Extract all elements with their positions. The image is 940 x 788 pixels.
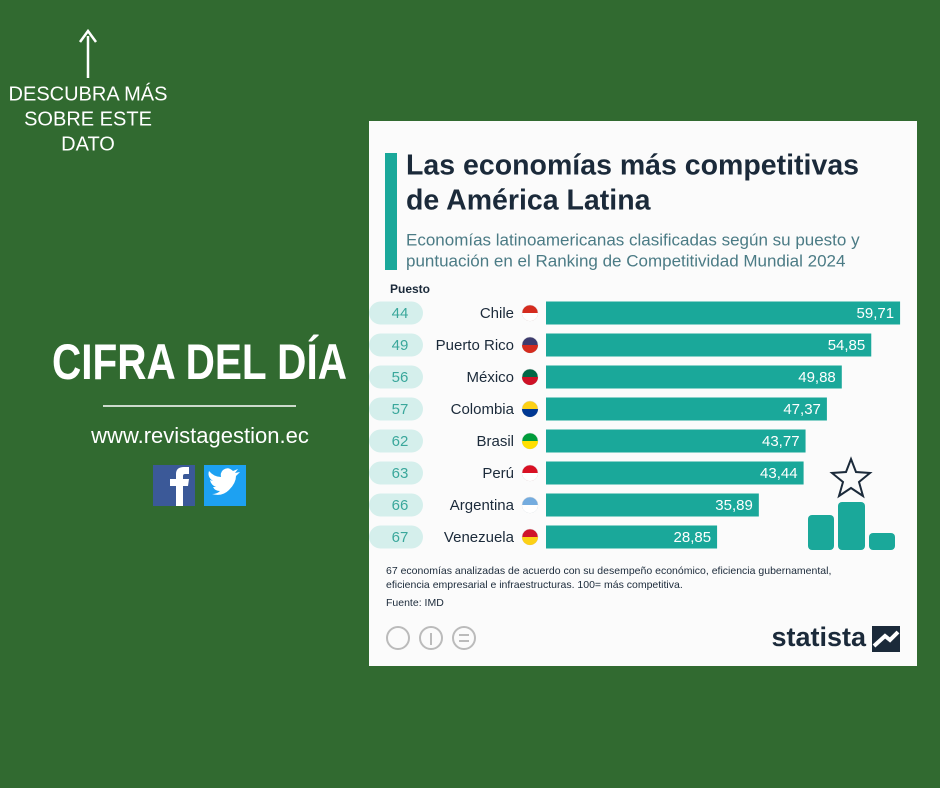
podium-icon (808, 456, 895, 550)
card (369, 121, 917, 666)
rank-pill (369, 461, 423, 485)
value-label: 54,85 (828, 337, 866, 354)
brand: statista (771, 622, 867, 652)
bar (546, 493, 759, 517)
rank: 44 (392, 305, 409, 322)
note: 67 economías analizadas de acuerdo con s… (386, 565, 831, 577)
podium (869, 533, 895, 550)
flag (522, 473, 538, 481)
facebook-glyph (170, 467, 189, 506)
rank-pill (369, 333, 423, 357)
category-label: Colombia (451, 401, 515, 418)
subtitle: Economías latinoamericanas clasificadas … (406, 230, 860, 249)
value-label: 59,71 (857, 305, 895, 322)
bar (546, 333, 872, 357)
category-label: Argentina (450, 497, 515, 514)
promo-text: DESCUBRA MÁS (9, 82, 168, 105)
headline: CIFRA DEL DÍA (52, 334, 347, 390)
category-label: México (466, 369, 514, 386)
rank-pill (369, 301, 423, 325)
flag (522, 377, 538, 385)
promo-text: DATO (61, 133, 115, 155)
value-label: 43,44 (760, 465, 798, 482)
rank: 62 (392, 433, 409, 450)
value-label: 49,88 (798, 369, 836, 386)
flag (522, 537, 538, 545)
twitter-glyph (208, 468, 240, 495)
category-label: Puerto Rico (436, 337, 514, 354)
podium (838, 502, 865, 550)
category-label: Chile (480, 305, 514, 322)
note: eficiencia empresarial e infraestructura… (386, 579, 683, 591)
rank: 66 (392, 497, 409, 514)
arrow-head (78, 28, 98, 43)
bar (546, 301, 901, 325)
rank: 63 (392, 465, 409, 482)
title-accent (385, 153, 397, 270)
value-label: 43,77 (762, 433, 800, 450)
value-label: 35,89 (715, 497, 753, 514)
rank-label: Puesto (390, 282, 430, 296)
url: www.revistagestion.ec (90, 423, 309, 448)
rank: 56 (392, 369, 409, 386)
subtitle: puntuación en el Ranking de Competitivid… (406, 251, 845, 270)
value-label: 47,37 (783, 401, 821, 418)
rank: 67 (392, 529, 409, 546)
category-label: Brasil (476, 433, 514, 450)
bar (546, 525, 718, 549)
by-icon (419, 626, 443, 650)
license-icons (386, 626, 476, 650)
brand-logo-glyph (872, 630, 900, 648)
bar (546, 429, 806, 453)
rank-pill (369, 525, 423, 549)
source: Fuente: IMD (386, 597, 444, 609)
bar (546, 461, 804, 485)
chart-title: de América Latina (406, 185, 652, 217)
flag (522, 313, 538, 321)
rank-pill (369, 397, 423, 421)
flag (522, 345, 538, 353)
flag (522, 505, 538, 513)
chart-title: Las economías más competitivas (406, 150, 859, 182)
cc-icon (386, 626, 410, 650)
flag (522, 409, 538, 417)
star (829, 456, 873, 499)
bar (546, 365, 842, 389)
rank-pill (369, 429, 423, 453)
category-label: Venezuela (444, 529, 515, 546)
category-label: Perú (482, 465, 514, 482)
rank-pill (369, 493, 423, 517)
rank: 57 (392, 401, 409, 418)
nd-icon (452, 626, 476, 650)
promo-text: SOBRE ESTE (24, 108, 152, 130)
value-label: 28,85 (674, 529, 712, 546)
rank: 49 (392, 337, 409, 354)
rank-pill (369, 365, 423, 389)
bar (546, 397, 827, 421)
flag (522, 441, 538, 449)
podium (808, 515, 834, 550)
